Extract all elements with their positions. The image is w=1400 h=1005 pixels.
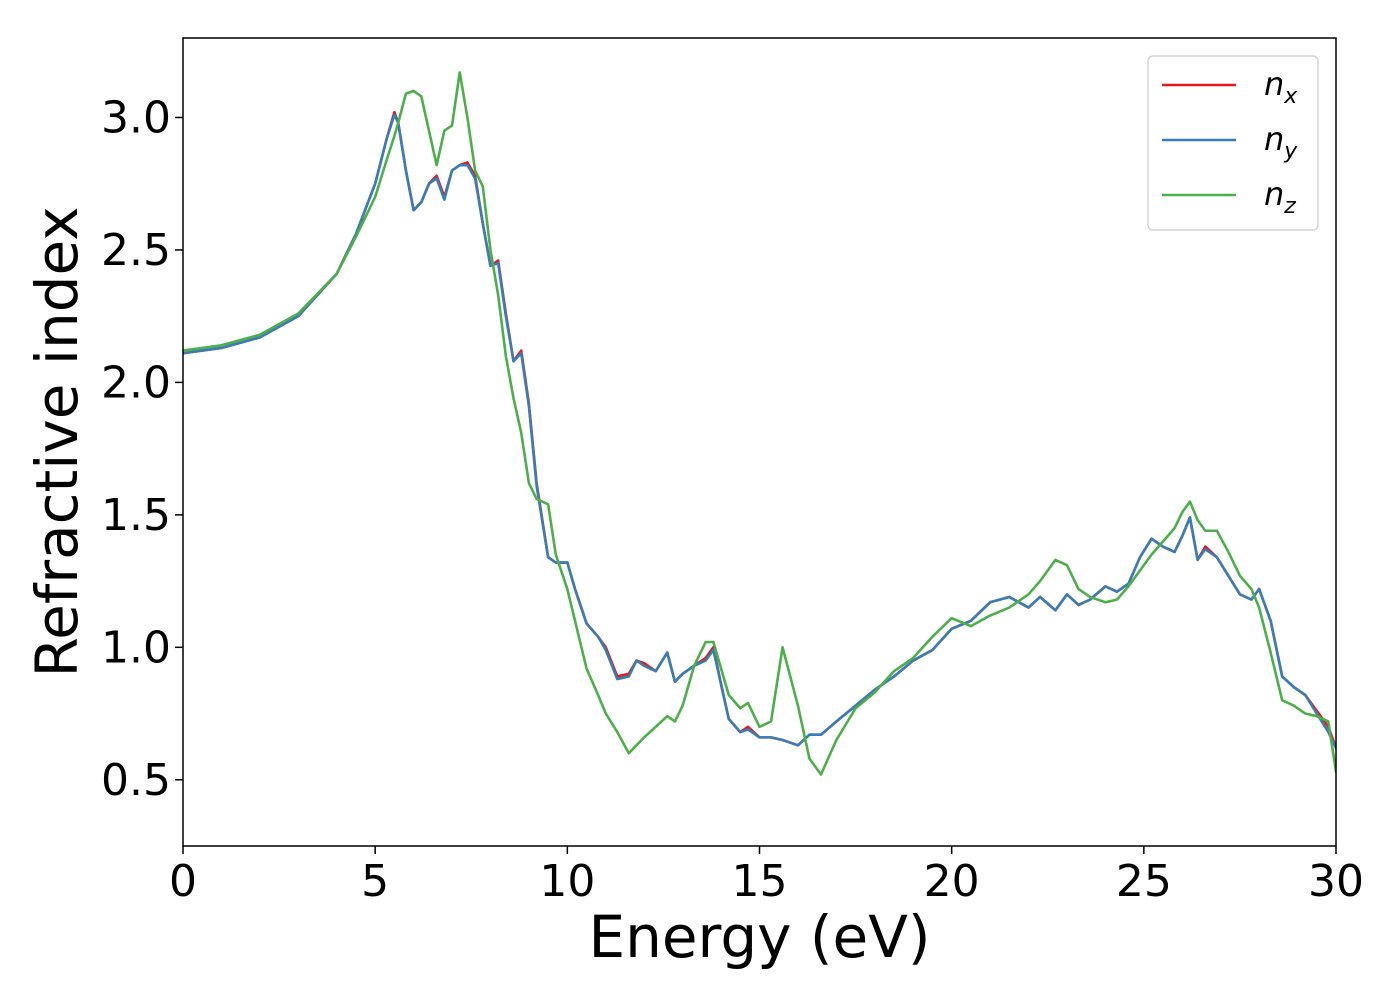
x-tick-label: 10 <box>539 856 595 907</box>
y-tick-label: 2.0 <box>101 357 171 408</box>
x-tick-label: 30 <box>1308 856 1364 907</box>
x-tick-label: 0 <box>169 856 197 907</box>
y-tick-label: 0.5 <box>101 755 171 806</box>
series-line-y <box>183 113 1336 750</box>
legend-label-y: ny <box>1264 120 1298 164</box>
x-axis-label: Energy (eV) <box>588 903 930 971</box>
y-tick-label: 1.5 <box>101 490 171 541</box>
axis-ticks: 0 5 10 15 20 25 30 0.5 1.0 1.5 2.0 2.5 3.0 <box>101 92 1364 907</box>
legend-box <box>1147 55 1319 231</box>
x-tick-label: 20 <box>924 856 980 907</box>
y-tick-label: 2.5 <box>101 225 171 276</box>
legend: nx ny nz <box>1147 55 1319 231</box>
y-tick-label: 1.0 <box>101 622 171 673</box>
series-line-z <box>183 71 1336 776</box>
y-axis-label: Refractive index <box>23 206 91 677</box>
x-tick-label: 15 <box>732 856 788 907</box>
legend-label-z: nz <box>1264 175 1296 219</box>
y-tick-label: 3.0 <box>101 92 171 143</box>
legend-label-x: nx <box>1264 65 1298 109</box>
x-tick-label: 25 <box>1116 856 1172 907</box>
series-layer <box>183 71 1336 776</box>
x-tick-label: 5 <box>361 856 389 907</box>
